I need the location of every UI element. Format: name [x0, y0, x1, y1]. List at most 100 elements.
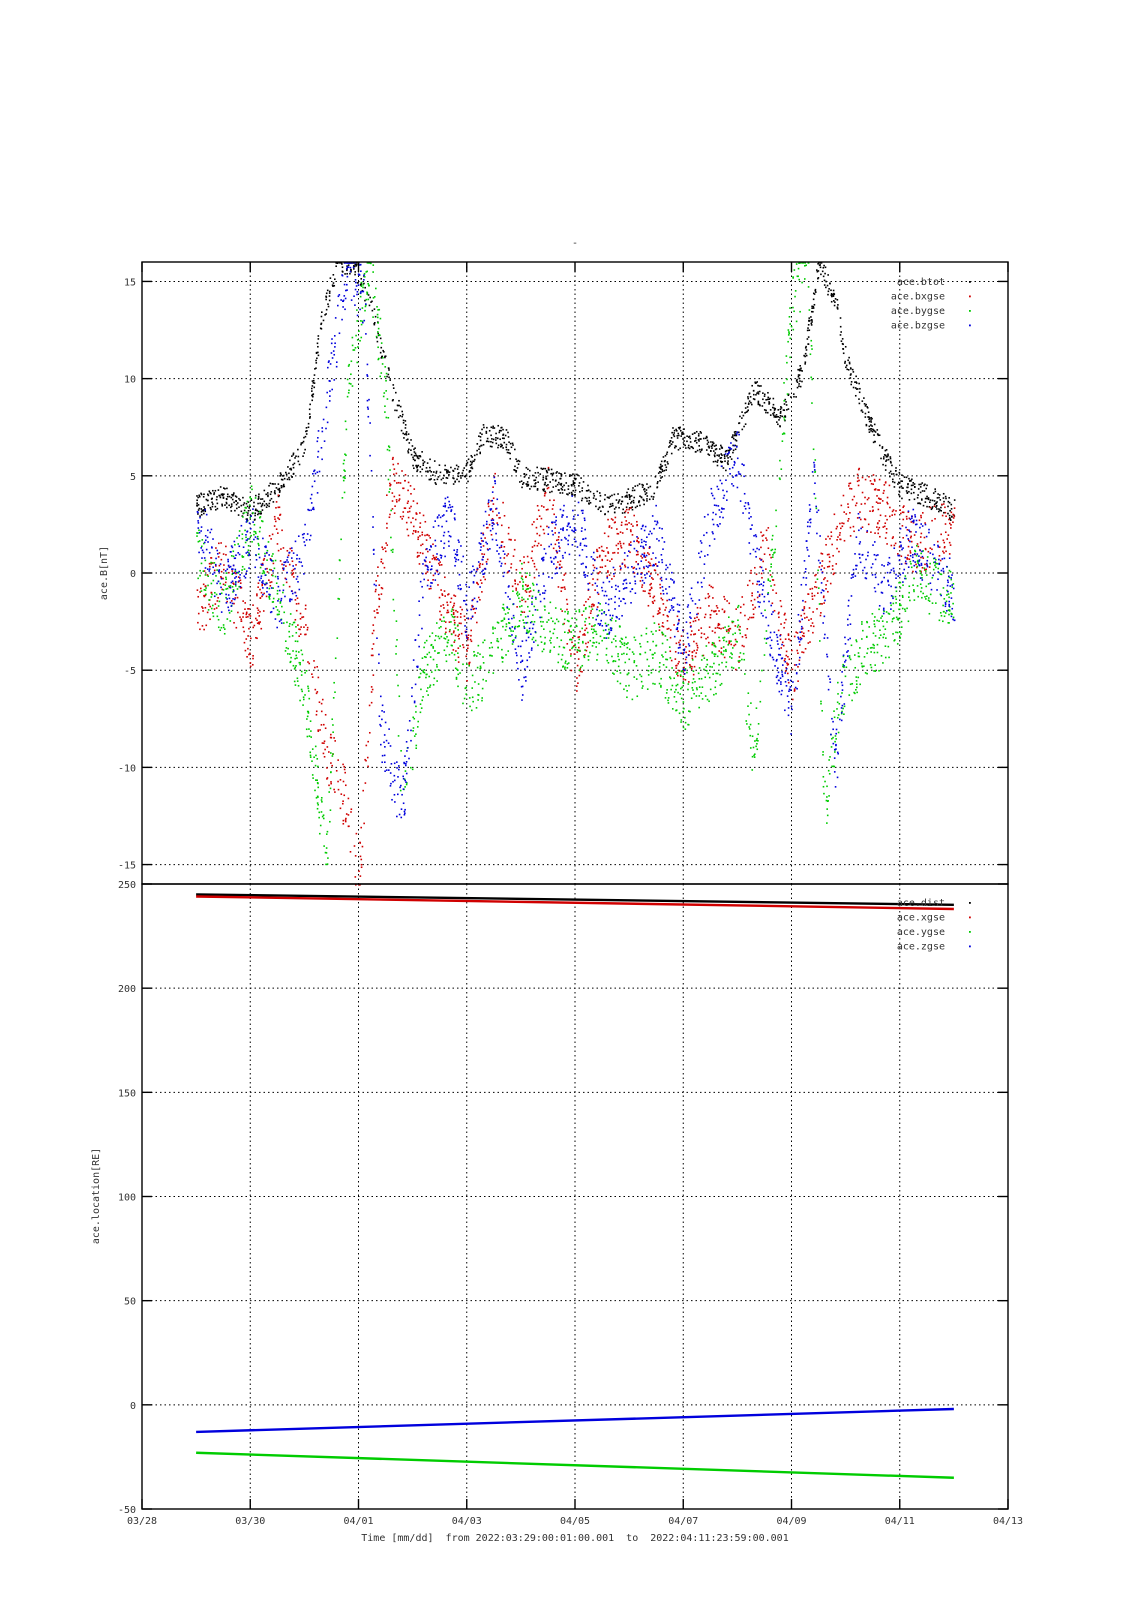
data-point — [598, 555, 601, 558]
data-point — [842, 352, 845, 355]
data-point — [247, 509, 250, 512]
data-point — [736, 641, 738, 643]
data-point — [277, 495, 280, 498]
data-point — [268, 568, 271, 571]
data-point — [523, 625, 525, 628]
data-point — [375, 580, 377, 582]
data-point — [571, 544, 574, 546]
data-point — [757, 591, 759, 593]
data-point — [739, 611, 742, 614]
data-point — [342, 800, 344, 803]
data-point — [300, 442, 303, 444]
data-point — [852, 371, 855, 373]
data-point — [257, 586, 259, 588]
data-point — [657, 612, 660, 615]
data-point — [932, 557, 935, 560]
data-point — [199, 591, 201, 593]
data-point — [948, 553, 951, 555]
data-point — [952, 616, 955, 619]
data-point — [202, 509, 205, 511]
data-point — [798, 369, 801, 372]
data-point — [744, 673, 746, 675]
data-point — [772, 589, 774, 591]
data-point — [931, 602, 934, 604]
data-point — [881, 615, 883, 618]
data-point — [861, 623, 863, 625]
data-point — [237, 576, 240, 578]
data-point — [224, 570, 227, 572]
data-point — [648, 665, 650, 667]
data-point — [923, 484, 925, 487]
data-point — [765, 537, 767, 539]
data-point — [578, 674, 581, 677]
data-point — [854, 387, 857, 389]
data-point — [253, 501, 255, 504]
data-point — [324, 713, 327, 716]
data-point — [760, 531, 762, 534]
data-point — [855, 382, 858, 384]
data-point — [356, 282, 359, 284]
data-point — [411, 695, 413, 698]
data-point — [787, 655, 789, 658]
data-point — [448, 504, 451, 506]
data-point — [202, 510, 204, 512]
data-point — [500, 443, 502, 446]
data-point — [200, 545, 203, 548]
data-point — [519, 559, 522, 562]
data-point — [202, 570, 205, 572]
data-point — [413, 451, 416, 453]
data-point — [547, 466, 550, 469]
data-point — [714, 686, 717, 689]
data-point — [581, 487, 584, 489]
data-point — [788, 332, 790, 335]
data-point — [497, 640, 500, 643]
data-point — [315, 779, 317, 781]
data-point — [350, 811, 352, 813]
data-point — [731, 621, 734, 624]
data-point — [584, 629, 586, 632]
data-point — [312, 777, 314, 779]
data-point — [555, 566, 558, 569]
data-point — [919, 486, 922, 488]
data-point — [653, 492, 656, 495]
data-point — [891, 537, 894, 540]
data-point — [630, 495, 633, 497]
data-point — [690, 667, 693, 670]
data-point — [355, 832, 358, 835]
data-point — [482, 641, 484, 644]
data-point — [614, 516, 617, 519]
data-point — [636, 524, 639, 526]
data-point — [749, 396, 752, 398]
data-point — [879, 535, 881, 538]
data-point — [948, 514, 951, 517]
data-point — [878, 444, 881, 447]
data-point — [682, 701, 685, 703]
data-point — [870, 419, 872, 421]
data-point — [906, 558, 909, 560]
data-point — [200, 562, 203, 565]
data-point — [531, 582, 534, 585]
data-point — [503, 618, 506, 621]
data-point — [435, 622, 438, 624]
data-point — [223, 632, 226, 635]
data-point — [727, 628, 730, 631]
data-point — [320, 323, 322, 326]
data-point — [427, 550, 429, 553]
data-point — [424, 641, 426, 644]
data-point — [483, 639, 486, 642]
data-point — [772, 403, 775, 406]
data-point — [759, 404, 761, 407]
data-point — [634, 639, 637, 641]
data-point — [578, 646, 580, 649]
data-point — [936, 501, 938, 503]
data-point — [406, 750, 408, 752]
data-point — [830, 294, 833, 297]
data-point — [333, 284, 336, 287]
data-point — [577, 636, 580, 639]
data-point — [370, 654, 373, 657]
data-point — [327, 857, 329, 859]
data-point — [833, 765, 836, 768]
data-point — [452, 609, 455, 611]
data-point — [371, 648, 374, 650]
data-point — [415, 454, 417, 456]
